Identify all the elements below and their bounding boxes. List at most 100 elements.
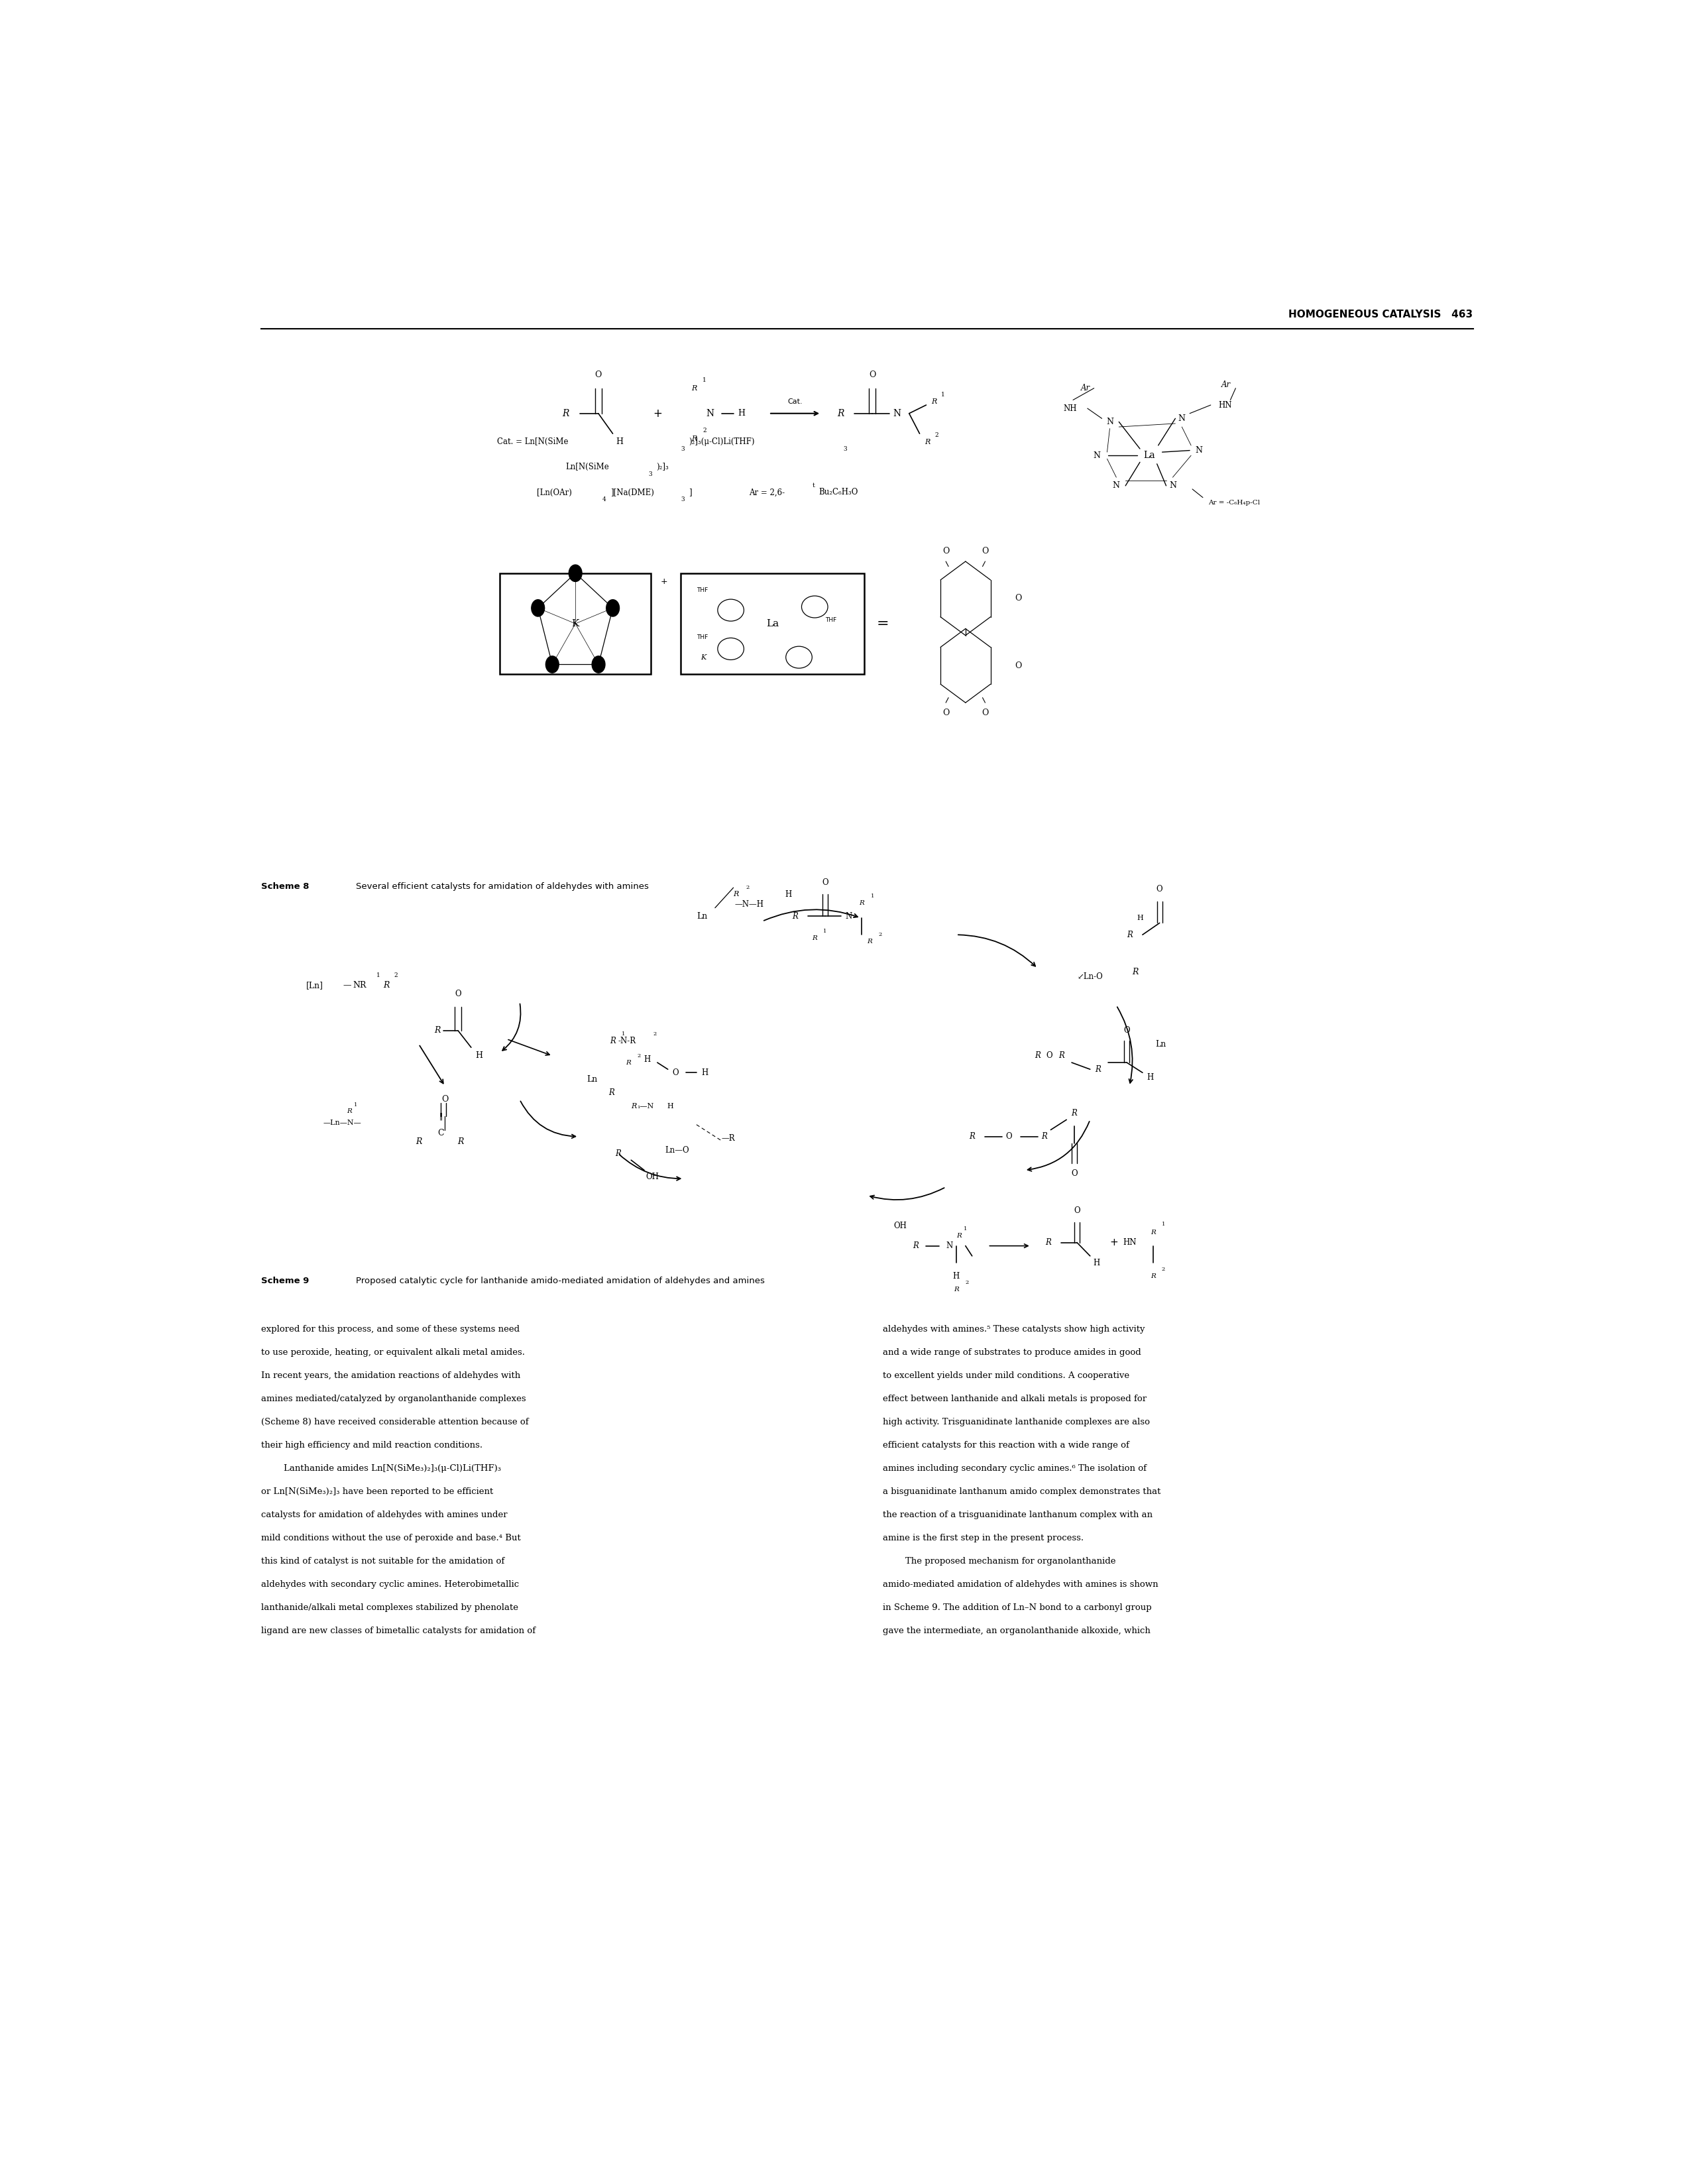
Text: THF: THF: [697, 633, 709, 640]
Text: H: H: [1093, 1258, 1100, 1267]
Text: R: R: [435, 1026, 440, 1035]
Text: Bu₂C₆H₃O: Bu₂C₆H₃O: [819, 489, 858, 496]
Text: H: H: [953, 1271, 959, 1280]
Text: O: O: [1071, 1168, 1078, 1177]
Text: Cat.: Cat.: [787, 397, 802, 404]
Bar: [680, 572, 865, 675]
Text: La: La: [766, 618, 778, 629]
Text: The proposed mechanism for organolanthanide: The proposed mechanism for organolanthan…: [883, 1557, 1115, 1566]
Text: 2: 2: [638, 1053, 641, 1059]
Text: Ar: Ar: [1222, 380, 1230, 389]
Text: R: R: [1058, 1051, 1064, 1059]
Text: —Ln—N—: —Ln—N—: [323, 1120, 360, 1127]
Text: —N—H: —N—H: [734, 900, 763, 909]
Text: Scheme 9: Scheme 9: [261, 1278, 310, 1286]
Text: 2: 2: [746, 885, 750, 891]
Text: R: R: [1095, 1066, 1101, 1075]
Text: THF: THF: [697, 587, 709, 594]
Text: 1: 1: [354, 1103, 357, 1107]
Text: H: H: [643, 1055, 650, 1064]
Text: H: H: [475, 1051, 482, 1059]
Text: Ln: Ln: [697, 913, 707, 922]
Text: O: O: [942, 546, 949, 555]
Text: O: O: [455, 989, 462, 998]
Text: 3: 3: [680, 446, 685, 452]
Text: HN: HN: [1122, 1238, 1137, 1247]
Text: R: R: [970, 1131, 975, 1140]
Text: In recent years, the amidation reactions of aldehydes with: In recent years, the amidation reactions…: [261, 1372, 521, 1380]
Text: O: O: [1005, 1131, 1012, 1140]
Text: H: H: [616, 437, 623, 446]
Text: 3: 3: [680, 496, 685, 502]
Text: —R: —R: [721, 1133, 734, 1142]
Text: R: R: [692, 435, 697, 441]
Text: Cat. = Ln[N(SiMe: Cat. = Ln[N(SiMe: [497, 437, 569, 446]
Text: K: K: [700, 653, 706, 660]
Circle shape: [592, 655, 606, 673]
Text: H: H: [1147, 1072, 1154, 1081]
Text: 1: 1: [964, 1227, 968, 1232]
Text: O: O: [1074, 1206, 1079, 1214]
Text: R: R: [347, 1107, 352, 1114]
Text: amine is the first step in the present process.: amine is the first step in the present p…: [883, 1533, 1085, 1542]
Text: OH: OH: [893, 1221, 907, 1230]
Circle shape: [531, 601, 545, 616]
Text: 4: 4: [602, 496, 606, 502]
Text: R: R: [914, 1241, 919, 1249]
Text: R: R: [860, 900, 865, 906]
Text: amines mediated/catalyzed by organolanthanide complexes: amines mediated/catalyzed by organolanth…: [261, 1396, 526, 1402]
Text: HN: HN: [1218, 400, 1232, 408]
Text: 1: 1: [1162, 1221, 1166, 1227]
Text: C: C: [438, 1129, 445, 1138]
Text: R: R: [812, 935, 817, 941]
Text: O: O: [596, 371, 602, 380]
Text: N: N: [1169, 480, 1176, 489]
Text: ↙Ln-O: ↙Ln-O: [1078, 972, 1103, 981]
Text: -N-R: -N-R: [618, 1037, 636, 1044]
Text: )₂]₃(μ-Cl)Li(THF): )₂]₃(μ-Cl)Li(THF): [689, 437, 755, 446]
Text: )₂]₃: )₂]₃: [656, 463, 668, 472]
Text: t: t: [812, 483, 814, 489]
Text: 3: 3: [648, 472, 651, 476]
Circle shape: [606, 601, 619, 616]
Text: O: O: [1156, 885, 1162, 893]
Text: +: +: [653, 408, 662, 419]
Text: N: N: [1113, 480, 1120, 489]
Text: R: R: [1151, 1273, 1156, 1280]
Text: and a wide range of substrates to produce amides in good: and a wide range of substrates to produc…: [883, 1348, 1140, 1356]
Text: 1: 1: [702, 378, 707, 382]
Text: this kind of catalyst is not suitable for the amidation of: this kind of catalyst is not suitable fo…: [261, 1557, 504, 1566]
Text: H: H: [667, 1103, 673, 1109]
Text: N: N: [706, 408, 714, 417]
Text: 2: 2: [653, 1031, 656, 1037]
Text: Ln—O: Ln—O: [665, 1147, 689, 1155]
Text: N: N: [1107, 417, 1113, 426]
Text: R: R: [1036, 1051, 1041, 1059]
Text: H: H: [738, 408, 744, 417]
Text: catalysts for amidation of aldehydes with amines under: catalysts for amidation of aldehydes wit…: [261, 1511, 508, 1520]
Text: +: +: [660, 577, 667, 585]
Text: aldehydes with secondary cyclic amines. Heterobimetallic: aldehydes with secondary cyclic amines. …: [261, 1581, 519, 1588]
Text: N: N: [1195, 446, 1203, 454]
Text: 1: 1: [377, 972, 381, 978]
Text: R: R: [733, 891, 739, 898]
Text: R: R: [1041, 1131, 1047, 1140]
Text: R: R: [1127, 930, 1132, 939]
Text: Ln: Ln: [587, 1075, 597, 1083]
Text: 1: 1: [871, 893, 875, 900]
Text: R: R: [1132, 968, 1139, 976]
Text: O: O: [1015, 662, 1022, 670]
Text: amido-mediated amidation of aldehydes with amines is shown: amido-mediated amidation of aldehydes wi…: [883, 1581, 1159, 1588]
Text: 2: 2: [964, 1280, 968, 1286]
Text: O: O: [942, 708, 949, 716]
Text: gave the intermediate, an organolanthanide alkoxide, which: gave the intermediate, an organolanthani…: [883, 1627, 1151, 1636]
Text: R: R: [1151, 1230, 1156, 1236]
Text: the reaction of a trisguanidinate lanthanum complex with an: the reaction of a trisguanidinate lantha…: [883, 1511, 1152, 1520]
Text: H: H: [1137, 915, 1144, 922]
Text: 3: 3: [844, 446, 848, 452]
Text: 1: 1: [621, 1031, 624, 1037]
Text: R: R: [1046, 1238, 1051, 1247]
Text: R: R: [609, 1088, 614, 1096]
Text: La: La: [1144, 450, 1156, 461]
Text: Scheme 8: Scheme 8: [261, 882, 310, 891]
